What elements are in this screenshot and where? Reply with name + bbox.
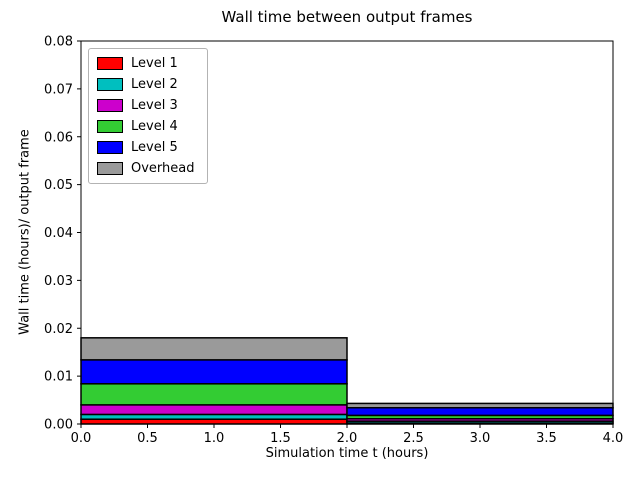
legend-label: Level 5 (131, 140, 178, 155)
x-tick-label: 2.5 (403, 431, 424, 446)
y-tick-label: 0.02 (44, 322, 73, 337)
legend-item-level-5: Level 5 (97, 140, 195, 155)
y-tick-label: 0.07 (44, 82, 73, 97)
legend-item-level-4: Level 4 (97, 119, 195, 134)
bar-segment-overhead (80, 337, 348, 361)
x-tick-label: 3.5 (536, 431, 557, 446)
bar-segment-overhead (346, 402, 614, 409)
x-tick-label: 1.0 (204, 431, 225, 446)
y-tick-label: 0.06 (44, 130, 73, 145)
x-tick-label: 1.5 (270, 431, 291, 446)
legend-item-level-1: Level 1 (97, 56, 195, 71)
y-tick-label: 0.08 (44, 35, 73, 50)
legend-swatch-overhead (97, 162, 123, 175)
legend-item-level-3: Level 3 (97, 98, 195, 113)
bar-segment-level-5 (346, 406, 614, 417)
x-tick-label: 0.0 (71, 431, 92, 446)
legend-item-level-2: Level 2 (97, 77, 195, 92)
legend-swatch-level-1 (97, 57, 123, 70)
y-tick-label: 0.05 (44, 178, 73, 193)
legend-label: Level 4 (131, 119, 178, 134)
x-tick-label: 3.0 (470, 431, 491, 446)
x-axis-label: Simulation time t (hours) (265, 446, 429, 461)
bar-segment-level-5 (80, 359, 348, 385)
legend-swatch-level-5 (97, 141, 123, 154)
x-tick-label: 0.5 (137, 431, 158, 446)
legend-swatch-level-4 (97, 120, 123, 133)
legend-label: Overhead (131, 161, 195, 176)
y-tick-label: 0.03 (44, 274, 73, 289)
x-tick-label: 2.0 (337, 431, 358, 446)
chart-title: Wall time between output frames (221, 8, 473, 26)
legend-label: Level 2 (131, 77, 178, 92)
legend-item-overhead: Overhead (97, 161, 195, 176)
legend-swatch-level-2 (97, 78, 123, 91)
y-tick-label: 0.01 (44, 370, 73, 385)
y-axis-label: Wall time (hours)/ output frame (17, 129, 33, 335)
bar-segment-level-3 (80, 404, 348, 416)
y-tick-label: 0.04 (44, 226, 73, 241)
x-tick-label: 4.0 (603, 431, 624, 446)
legend: Level 1 Level 2 Level 3 Level 4 Level 5 Overh… (88, 48, 208, 184)
legend-swatch-level-3 (97, 99, 123, 112)
legend-label: Level 1 (131, 56, 178, 71)
bar-segment-level-4 (80, 383, 348, 406)
legend-label: Level 3 (131, 98, 178, 113)
y-tick-label: 0.00 (44, 418, 73, 433)
